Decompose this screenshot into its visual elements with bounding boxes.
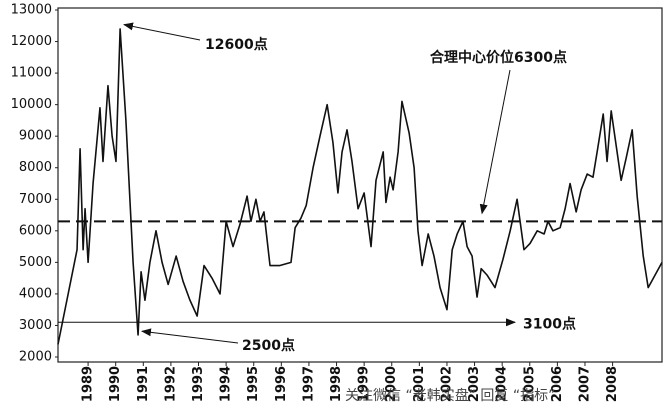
x-tick-label: 1992 [163, 366, 178, 402]
annotation-arrow [123, 22, 201, 41]
x-tick-label: 2002 [439, 366, 454, 402]
y-tick-label: 8000 [19, 160, 52, 175]
annotation: 3100点 [523, 315, 576, 332]
x-tick-label: 1994 [219, 366, 234, 402]
y-tick-label: 9000 [19, 129, 52, 144]
x-tick-label: 2008 [605, 366, 620, 402]
annotation: 合理中心价位6300点 [430, 49, 567, 66]
y-tick-label: 10000 [11, 97, 52, 112]
watermark: 关注微信 “老韩实盘” 回复 “指标” [345, 387, 555, 404]
y-tick-label: 7000 [19, 192, 52, 207]
price-line [57, 28, 663, 345]
x-tick-label: 1999 [357, 366, 372, 402]
y-tick-label: 13000 [11, 3, 52, 18]
y-tick-label: 12000 [11, 34, 52, 49]
y-tick-label: 3000 [19, 318, 52, 333]
annotation-arrow [479, 69, 511, 215]
x-tick-label: 2004 [495, 366, 510, 402]
x-tick-label: 2007 [577, 366, 592, 402]
x-tick-label: 1989 [81, 366, 96, 402]
y-tick-label: 5000 [19, 255, 52, 270]
x-tick-label: 2003 [467, 366, 482, 402]
annotation: 12600点 [205, 36, 268, 53]
x-tick-label: 1991 [136, 366, 151, 402]
annotation-arrow [141, 328, 239, 344]
y-tick-label: 6000 [19, 223, 52, 238]
annotation: 2500点 [242, 337, 295, 354]
x-tick-label: 1990 [108, 366, 123, 402]
plot-frame [57, 7, 663, 363]
x-tick-label: 2005 [522, 366, 537, 402]
y-tick-label: 2000 [19, 350, 52, 365]
x-tick-label: 1993 [191, 366, 206, 402]
y-tick-label: 11000 [11, 66, 52, 81]
x-tick-label: 1997 [301, 366, 316, 402]
x-tick-label: 2000 [384, 366, 399, 402]
x-tick-label: 1998 [329, 366, 344, 402]
x-tick-label: 1996 [274, 366, 289, 402]
x-tick-label: 1995 [246, 366, 261, 402]
x-tick-label: 2006 [550, 366, 565, 402]
x-tick-label: 2001 [412, 366, 427, 402]
y-tick-label: 4000 [19, 286, 52, 301]
